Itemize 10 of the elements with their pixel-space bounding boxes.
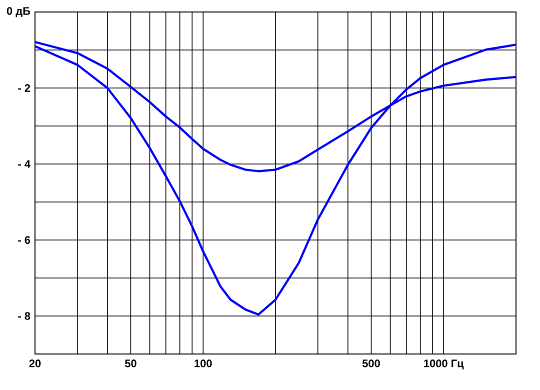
y-tick-label: - 2	[18, 84, 30, 92]
x-tick-label: 100	[194, 360, 212, 368]
x-tick-label: 50	[124, 360, 136, 368]
x-tick-label: 500	[362, 360, 380, 368]
y-tick-label: - 4	[18, 160, 30, 168]
y-tick-label: - 8	[18, 312, 30, 320]
x-tick-label: 20	[29, 360, 41, 368]
y-tick-label: 0 дБ	[6, 7, 30, 17]
y-tick-label: - 6	[18, 236, 30, 244]
x-tick-label: 1000 Гц	[424, 360, 464, 370]
